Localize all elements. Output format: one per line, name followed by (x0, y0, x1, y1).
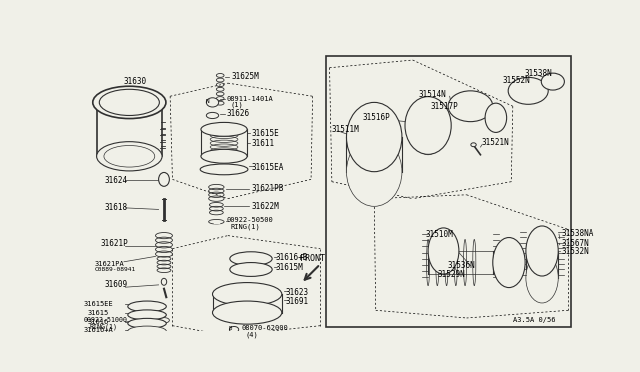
Ellipse shape (159, 318, 170, 323)
Ellipse shape (206, 98, 219, 107)
Ellipse shape (230, 327, 239, 333)
Text: C0889-08941: C0889-08941 (95, 267, 136, 272)
Ellipse shape (541, 73, 564, 90)
Text: 31616: 31616 (88, 319, 109, 325)
Text: 00922-50500: 00922-50500 (227, 217, 273, 223)
Text: 31517P: 31517P (431, 102, 458, 111)
Text: 31621P: 31621P (101, 239, 129, 248)
Text: 31615: 31615 (88, 310, 109, 316)
Ellipse shape (405, 97, 451, 154)
Ellipse shape (212, 283, 282, 306)
Ellipse shape (230, 252, 272, 266)
Ellipse shape (485, 103, 507, 132)
Text: 31511M: 31511M (332, 125, 360, 134)
Text: (4): (4) (246, 332, 259, 338)
Text: FRONT: FRONT (300, 254, 325, 263)
Text: 31536N: 31536N (447, 261, 475, 270)
Ellipse shape (201, 122, 247, 136)
Ellipse shape (493, 238, 525, 288)
Text: 31624: 31624 (105, 176, 128, 185)
Text: 31615EA: 31615EA (251, 163, 284, 172)
Ellipse shape (93, 86, 166, 119)
Ellipse shape (209, 219, 224, 224)
Text: 08070-62000: 08070-62000 (242, 325, 289, 331)
Ellipse shape (428, 228, 459, 274)
Text: 31529N: 31529N (437, 270, 465, 279)
Text: 00922-51000: 00922-51000 (84, 317, 128, 323)
Text: 31510M: 31510M (426, 230, 454, 239)
Text: 31514N: 31514N (419, 90, 447, 99)
Ellipse shape (448, 91, 493, 122)
Ellipse shape (230, 263, 272, 276)
Text: 31516P: 31516P (363, 113, 390, 122)
Text: RING(1): RING(1) (230, 223, 260, 230)
Text: 31611: 31611 (251, 139, 274, 148)
Ellipse shape (346, 137, 402, 206)
Text: 31618: 31618 (105, 203, 128, 212)
Text: 31521N: 31521N (482, 138, 509, 147)
Ellipse shape (128, 326, 166, 336)
Text: 31626: 31626 (227, 109, 250, 118)
Text: 31616+A: 31616+A (84, 327, 114, 333)
Text: (1): (1) (230, 102, 243, 108)
Text: N: N (205, 99, 209, 104)
Ellipse shape (206, 112, 219, 119)
Text: 31616+B: 31616+B (276, 253, 308, 262)
Ellipse shape (346, 102, 402, 172)
Text: 31691: 31691 (285, 297, 308, 306)
Text: 31622M: 31622M (251, 202, 279, 211)
Text: 08911-1401A: 08911-1401A (227, 96, 273, 102)
Text: 31623: 31623 (285, 288, 308, 297)
Ellipse shape (104, 145, 155, 167)
Text: RING(1): RING(1) (90, 323, 117, 330)
Ellipse shape (128, 310, 166, 320)
Text: 31532N: 31532N (561, 247, 589, 256)
Text: 31615E: 31615E (251, 129, 279, 138)
Text: 31567N: 31567N (561, 239, 589, 248)
Text: 31615M: 31615M (276, 263, 303, 272)
Text: 31538N: 31538N (524, 68, 552, 78)
Text: 31625M: 31625M (232, 73, 259, 81)
Bar (326, 56, 572, 327)
Text: 31621PB: 31621PB (251, 184, 284, 193)
Ellipse shape (471, 143, 476, 147)
Ellipse shape (99, 89, 159, 115)
Text: 31630: 31630 (124, 77, 147, 86)
Ellipse shape (212, 301, 282, 324)
Ellipse shape (526, 226, 558, 276)
Text: 31621PA: 31621PA (95, 261, 124, 267)
Ellipse shape (201, 150, 247, 163)
Ellipse shape (128, 318, 166, 328)
Text: 31609: 31609 (105, 280, 128, 289)
Text: 31615EE: 31615EE (84, 301, 114, 307)
Ellipse shape (159, 173, 170, 186)
Ellipse shape (161, 278, 166, 285)
Ellipse shape (200, 164, 248, 175)
Text: B: B (228, 326, 232, 331)
Text: A3.5A 0/56: A3.5A 0/56 (513, 317, 556, 323)
Ellipse shape (526, 253, 558, 303)
Ellipse shape (97, 142, 162, 171)
Text: 31552N: 31552N (503, 76, 531, 85)
Ellipse shape (128, 301, 166, 312)
Text: 31538NA: 31538NA (561, 229, 594, 238)
Ellipse shape (508, 77, 548, 104)
